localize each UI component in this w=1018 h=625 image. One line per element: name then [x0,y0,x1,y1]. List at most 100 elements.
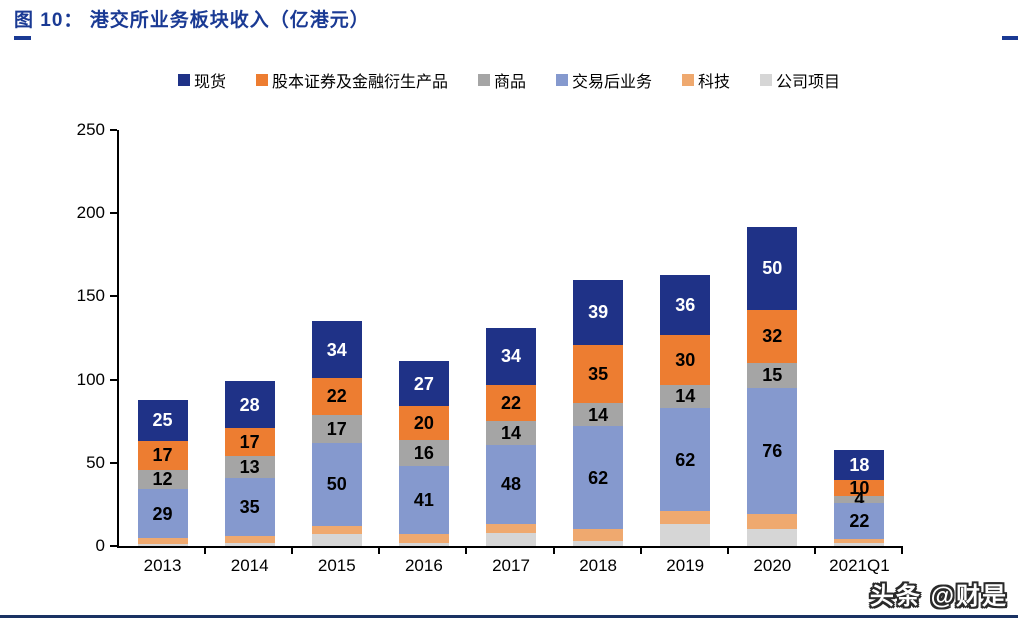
bar-segment-value: 28 [239,394,260,415]
bar-2020: 50 32 15 76 [747,226,798,546]
bar-segment-value: 48 [500,474,521,495]
y-axis-tick [110,129,117,131]
bar-segment-公司项目 [747,529,798,546]
bar-segment-value: 62 [588,467,609,488]
bar-segment-value: 22 [326,386,347,407]
bar-segment-value: 34 [326,339,347,360]
bar-segment-交易后业务: 29 [137,489,188,538]
x-axis-category-label: 2018 [579,556,618,575]
bar-segment-股本证券及金融衍生产品: 17 [137,441,188,470]
bar-segment-交易后业务: 76 [747,387,798,515]
legend-label: 科技 [698,74,731,91]
legend-swatch [255,74,268,86]
bar-segment-商品: 14 [573,402,624,427]
x-axis-tick [726,548,729,554]
bar-segment-股本证券及金融衍生产品: 22 [311,377,362,415]
bar-segment-商品: 17 [311,414,362,443]
title-underline-right [1002,36,1018,40]
legend-label: 公司项目 [776,74,841,91]
bar-segment-商品: 16 [398,439,449,467]
bar-segment-公司项目 [224,542,275,546]
plot-area: 25 17 12 29 28 17 13 35 34 22 17 50 27 20 16 41 34 22 14 48… [117,130,903,548]
bar-segment-现货: 34 [311,321,362,378]
bar-segment-科技 [485,524,536,533]
bar-segment-value: 36 [675,294,696,315]
bar-segment-交易后业务: 62 [573,426,624,530]
legend-label: 股本证券及金融衍生产品 [271,74,448,91]
y-axis-tick-label: 50 [86,452,105,472]
legend-label: 商品 [493,74,526,91]
x-axis-category-label: 2013 [143,556,182,575]
bar-segment-商品: 14 [485,421,536,445]
bar-segment-value: 14 [500,422,521,443]
bar-segment-公司项目 [311,534,362,546]
bar-segment-交易后业务: 62 [660,407,711,512]
bar-segment-商品: 15 [747,363,798,388]
bar-2018: 39 35 14 62 [573,279,624,546]
bar-segment-value: 16 [413,442,434,463]
bar-segment-现货: 28 [224,381,275,428]
x-axis-tick [813,548,816,554]
bar-segment-value: 35 [588,363,609,384]
y-axis-tick [110,461,117,464]
x-axis-category-label: 2019 [666,556,705,575]
legend-swatch [177,74,190,86]
x-axis-category-label: 2014 [230,556,269,575]
bar-segment-交易后业务: 48 [485,444,536,525]
bar-segment-value: 50 [326,474,347,495]
bar-segment-股本证券及金融衍生产品: 20 [398,406,449,440]
x-axis-tick [465,548,468,554]
y-axis-tick-label: 200 [76,203,105,223]
bar-segment-股本证券及金融衍生产品: 32 [747,309,798,363]
bar-segment-公司项目 [398,542,449,546]
y-axis-tick-label: 150 [76,286,105,306]
bar-2016: 27 20 16 41 [398,361,449,546]
bar-segment-股本证券及金融衍生产品: 10 [834,479,885,497]
x-axis-category-label: 2020 [753,556,792,575]
bar-slot-2013: 25 17 12 29 [119,130,206,546]
bar-segment-value: 39 [588,302,609,323]
y-axis-tick-label: 250 [76,120,105,139]
bar-segment-科技 [398,534,449,543]
bar-segment-value: 30 [675,349,696,370]
bar-segment-科技 [834,539,885,543]
bar-segment-科技 [747,514,798,530]
bar-segment-value: 4 [854,489,865,510]
bar-segment-科技 [224,536,275,543]
bar-segment-科技 [311,526,362,535]
bar-segment-value: 12 [152,469,173,490]
bar-segment-交易后业务: 41 [398,466,449,535]
bar-slot-2014: 28 17 13 35 [206,130,293,546]
bar-segment-value: 29 [152,503,173,524]
bar-slot-2019: 36 30 14 62 [642,130,729,546]
legend-item-科技: 科技 [682,68,730,92]
bar-segment-value: 20 [413,412,434,433]
x-axis-tick [552,548,555,554]
bar-segment-商品: 14 [660,384,711,408]
bar-segment-现货: 34 [485,328,536,385]
bar-segment-value: 22 [849,511,870,532]
bar-segment-交易后业务: 50 [311,442,362,527]
legend-swatch [556,74,568,86]
y-axis-tick [110,545,117,547]
bar-slot-2021Q1: 18 10 4 22 [816,130,903,546]
bar-segment-现货: 50 [747,226,798,310]
bar-segment-value: 27 [413,373,434,394]
y-axis-tick [110,212,117,215]
bar-segment-value: 25 [152,410,173,431]
bar-2019: 36 30 14 62 [660,274,711,546]
x-axis-tick [639,548,642,554]
chart-legend: 现货 股本证券及金融衍生产品 商品 交易后业务 科技 公司项目 [0,68,1018,92]
bar-segment-商品: 4 [834,490,885,508]
bar-segment-现货: 27 [398,361,449,407]
bar-segment-value: 13 [239,457,260,477]
bar-segment-value: 17 [326,418,347,439]
bar-segment-现货: 18 [834,449,885,480]
bar-segment-value: 15 [762,365,783,386]
bar-2017: 34 22 14 48 [485,328,536,546]
bar-segment-value: 14 [588,404,609,425]
legend-label: 现货 [193,74,226,91]
bar-segment-股本证券及金融衍生产品: 30 [660,334,711,385]
bar-segment-现货: 36 [660,274,711,335]
legend-swatch [682,74,695,86]
